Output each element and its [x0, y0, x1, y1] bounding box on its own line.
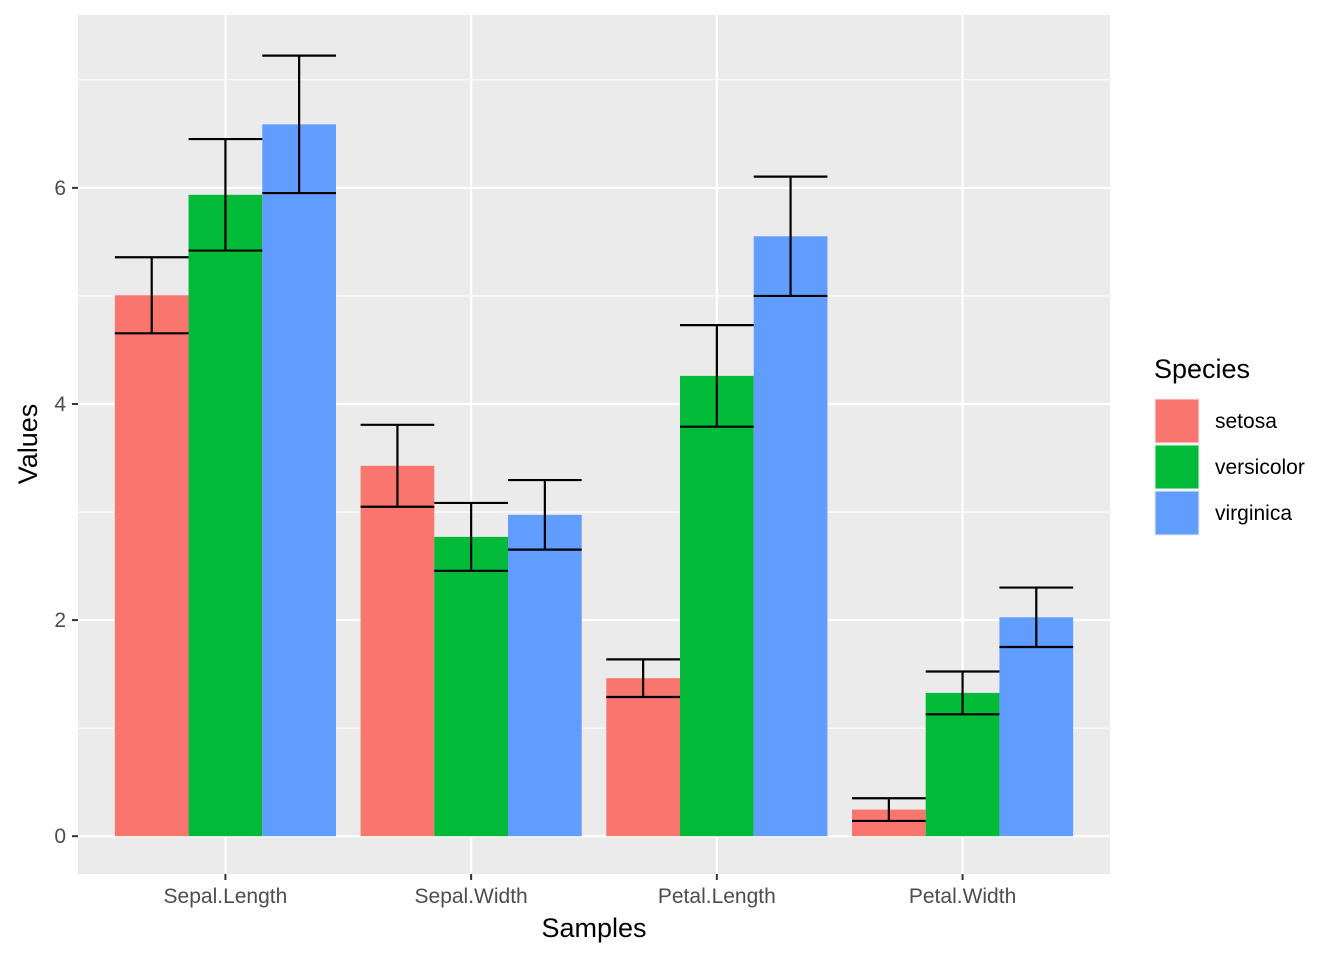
bar-versicolor [434, 536, 508, 837]
y-tick-label: 0 [54, 825, 66, 848]
bar-virginica [999, 617, 1074, 837]
bar-versicolor [680, 375, 754, 837]
bar-virginica [262, 124, 336, 837]
y-tick-label: 2 [54, 609, 66, 632]
legend-label-virginica: virginica [1215, 502, 1292, 525]
x-tick-label: Sepal.Length [164, 885, 288, 908]
legend-key-setosa [1155, 399, 1199, 443]
bar-setosa [114, 295, 189, 837]
bar-setosa [606, 678, 680, 837]
legend-key-virginica [1155, 491, 1199, 535]
x-tick-label: Petal.Width [909, 885, 1016, 908]
x-axis-title: Samples [541, 913, 646, 943]
bar-versicolor [188, 194, 263, 837]
bar-virginica [508, 514, 582, 837]
bar-setosa [360, 465, 435, 837]
x-tick-label: Sepal.Width [415, 885, 528, 908]
bars [114, 124, 1074, 837]
x-tick-label: Petal.Length [658, 885, 776, 908]
axes: 0 2 4 6 Sepal.Length Sepal.Width Petal.Length P… [54, 177, 1016, 908]
y-tick-label: 6 [54, 177, 66, 200]
bar-virginica [753, 236, 828, 837]
y-tick-label: 4 [54, 393, 66, 416]
legend: Species setosa versicolor virginica [1154, 354, 1305, 536]
legend-title: Species [1154, 354, 1250, 384]
legend-label-versicolor: versicolor [1215, 456, 1305, 479]
y-axis-title: Values [13, 404, 43, 485]
legend-key-versicolor [1155, 445, 1199, 489]
error-bars [114, 54, 1074, 823]
bar-versicolor [925, 692, 1000, 837]
legend-label-setosa: setosa [1215, 410, 1277, 433]
